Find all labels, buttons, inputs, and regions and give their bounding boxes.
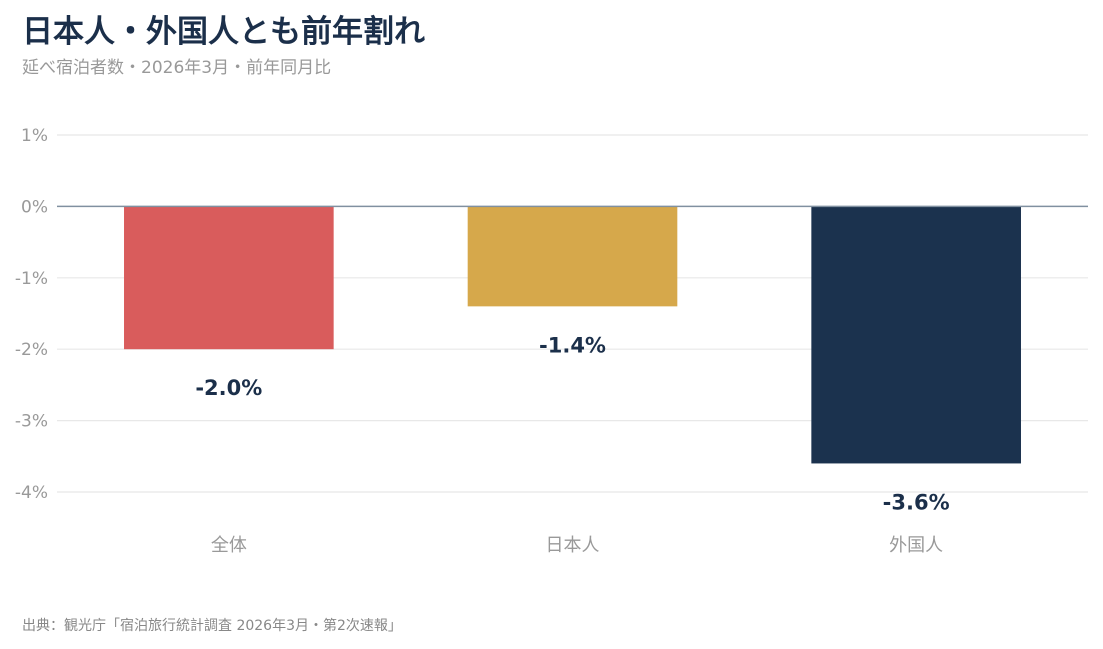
category-label: 全体 [211, 535, 247, 556]
y-tick-label: -4% [15, 483, 48, 503]
chart-title: 日本人・外国人とも前年割れ [22, 14, 425, 50]
y-tick-label: 0% [21, 197, 48, 217]
value-label: -3.6% [883, 490, 950, 514]
y-axis-ticks: 1% 0% -1% -2% -3% -4% [15, 126, 48, 503]
y-tick-label: -2% [15, 340, 48, 360]
category-label: 外国人 [889, 535, 943, 556]
bar-3 [811, 206, 1021, 464]
x-axis-categories: 全体 日本人 外国人 [211, 535, 943, 556]
source-note: 出典：観光庁「宿泊旅行統計調査 2026年3月・第2次速報」 [22, 618, 402, 634]
value-label: -2.0% [195, 376, 262, 400]
value-label: -1.4% [539, 333, 606, 357]
category-label: 日本人 [546, 535, 600, 556]
bars [124, 206, 1021, 464]
value-labels: -2.0% -1.4% -3.6% [195, 333, 949, 514]
bar-2 [467, 206, 678, 307]
y-tick-label: -1% [15, 269, 48, 289]
bar-1 [124, 206, 334, 350]
y-tick-label: 1% [21, 126, 48, 146]
chart-subtitle: 延べ宿泊者数・2026年3月・前年同月比 [22, 58, 332, 78]
y-tick-label: -3% [15, 412, 48, 432]
